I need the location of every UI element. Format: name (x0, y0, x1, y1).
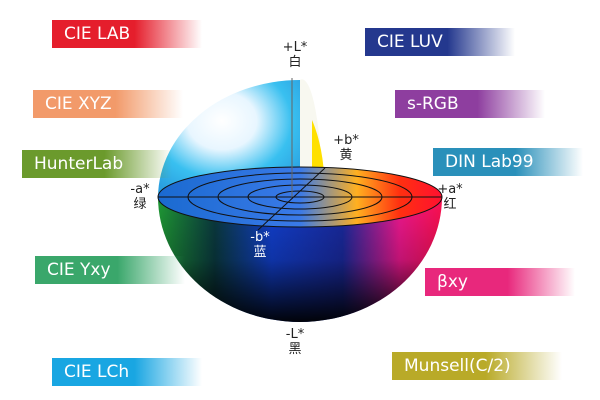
axis-name: 黄 (339, 148, 353, 163)
label-cie-xyz: CIE XYZ (33, 90, 183, 118)
axis-symbol: +L* (282, 40, 308, 55)
axis-symbol: -a* (130, 182, 150, 197)
label-hunterlab: HunterLab (22, 150, 172, 178)
axis-minus-a: -a* 绿 (120, 182, 160, 212)
label-text: Munsell(C/2) (404, 356, 511, 376)
label-cie-yxy: CIE Yxy (35, 256, 185, 284)
label-text: s-RGB (407, 94, 459, 114)
label-text: CIE LAB (64, 24, 131, 44)
label-cie-lch: CIE LCh (52, 358, 202, 386)
label-text: DIN Lab99 (445, 152, 534, 172)
axis-plus-b: +b* 黄 (326, 133, 366, 163)
axis-symbol: +a* (437, 182, 463, 197)
axis-name: 红 (443, 197, 457, 212)
axis-plus-l: +L* 白 (275, 40, 315, 70)
label-text: CIE LUV (377, 32, 443, 52)
label-text: CIE LCh (64, 362, 130, 382)
axis-symbol: -b* (250, 230, 270, 245)
axis-symbol: +b* (333, 133, 359, 148)
label-beta-xy: βxy (425, 268, 575, 296)
axis-name: 黑 (288, 342, 302, 357)
label-cie-lab: CIE LAB (52, 20, 202, 48)
label-text: βxy (437, 272, 468, 292)
axis-symbol: -L* (285, 327, 305, 342)
axis-plus-a: +a* 红 (430, 182, 470, 212)
label-din-lab99: DIN Lab99 (433, 148, 583, 176)
axis-name: 白 (288, 55, 302, 70)
axis-minus-b: -b* 蓝 (240, 230, 280, 260)
label-text: HunterLab (34, 154, 124, 174)
axis-minus-l: -L* 黑 (275, 327, 315, 357)
label-cie-luv: CIE LUV (365, 28, 515, 56)
label-munsell: Munsell(C/2) (392, 352, 562, 380)
axis-name: 蓝 (253, 245, 267, 260)
label-text: CIE Yxy (47, 260, 111, 280)
axis-name: 绿 (133, 197, 147, 212)
label-s-rgb: s-RGB (395, 90, 545, 118)
label-text: CIE XYZ (45, 94, 112, 114)
